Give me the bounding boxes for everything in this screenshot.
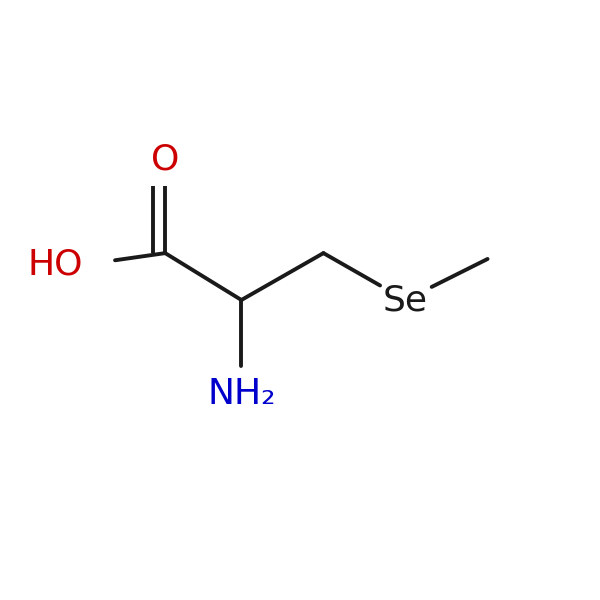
Text: NH₂: NH₂: [207, 377, 275, 411]
Text: HO: HO: [28, 248, 83, 282]
Text: O: O: [151, 142, 179, 176]
Text: Se: Se: [383, 283, 428, 317]
